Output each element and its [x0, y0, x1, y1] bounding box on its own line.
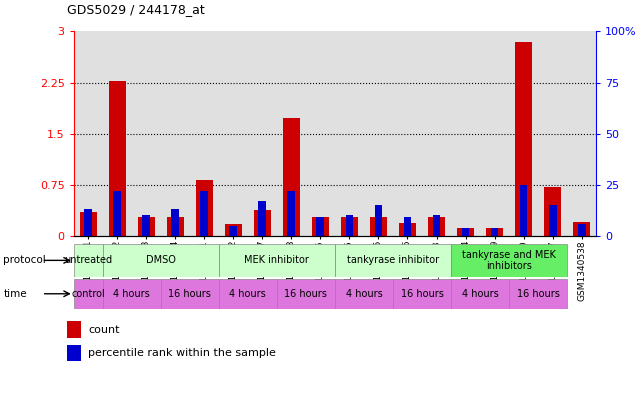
- Bar: [258, 201, 266, 236]
- Bar: [451, 244, 567, 277]
- Bar: [103, 244, 219, 277]
- Text: 4 hours: 4 hours: [113, 289, 150, 299]
- Bar: [428, 217, 445, 236]
- Text: 4 hours: 4 hours: [229, 289, 266, 299]
- Bar: [201, 191, 208, 236]
- Bar: [399, 223, 416, 236]
- Bar: [578, 224, 585, 236]
- Bar: [161, 279, 219, 309]
- Text: 16 hours: 16 hours: [285, 289, 328, 299]
- Bar: [74, 244, 103, 277]
- Bar: [374, 205, 383, 236]
- Bar: [433, 215, 440, 236]
- Bar: [462, 228, 469, 236]
- Text: control: control: [71, 289, 105, 299]
- Bar: [573, 222, 590, 236]
- Bar: [224, 224, 242, 236]
- Text: GDS5029 / 244178_at: GDS5029 / 244178_at: [67, 3, 205, 16]
- Bar: [108, 81, 126, 236]
- Text: protocol: protocol: [3, 255, 46, 265]
- Text: MEK inhibitor: MEK inhibitor: [244, 255, 310, 265]
- Bar: [486, 228, 503, 236]
- Text: tankyrase inhibitor: tankyrase inhibitor: [347, 255, 439, 265]
- Bar: [287, 191, 296, 236]
- Bar: [370, 217, 387, 236]
- Bar: [229, 226, 237, 236]
- Text: 16 hours: 16 hours: [401, 289, 444, 299]
- Text: untreated: untreated: [64, 255, 112, 265]
- Bar: [341, 217, 358, 236]
- Bar: [312, 217, 329, 236]
- Bar: [79, 212, 97, 236]
- Bar: [549, 205, 556, 236]
- Bar: [219, 244, 335, 277]
- Bar: [85, 209, 92, 236]
- Bar: [142, 215, 150, 236]
- Bar: [67, 345, 81, 361]
- Bar: [103, 279, 161, 309]
- Bar: [254, 210, 271, 236]
- Text: percentile rank within the sample: percentile rank within the sample: [88, 348, 276, 358]
- Bar: [451, 279, 509, 309]
- Text: 4 hours: 4 hours: [462, 289, 499, 299]
- Text: 16 hours: 16 hours: [169, 289, 212, 299]
- Bar: [113, 191, 121, 236]
- Text: time: time: [3, 289, 27, 299]
- Bar: [171, 209, 179, 236]
- Bar: [393, 279, 451, 309]
- Bar: [283, 118, 300, 236]
- Bar: [138, 217, 155, 236]
- Text: tankyrase and MEK
inhibitors: tankyrase and MEK inhibitors: [462, 250, 556, 271]
- Text: 4 hours: 4 hours: [345, 289, 382, 299]
- Bar: [74, 279, 103, 309]
- Bar: [167, 217, 184, 236]
- Bar: [490, 228, 499, 236]
- Text: DMSO: DMSO: [146, 255, 176, 265]
- Bar: [277, 279, 335, 309]
- Bar: [520, 185, 528, 236]
- Bar: [196, 180, 213, 236]
- Bar: [544, 187, 562, 236]
- Bar: [67, 321, 81, 338]
- Bar: [335, 244, 451, 277]
- Text: 16 hours: 16 hours: [517, 289, 560, 299]
- Text: count: count: [88, 325, 120, 334]
- Bar: [317, 217, 324, 236]
- Bar: [335, 279, 393, 309]
- Bar: [404, 217, 412, 236]
- Bar: [509, 279, 567, 309]
- Bar: [219, 279, 277, 309]
- Bar: [515, 42, 532, 236]
- Bar: [457, 228, 474, 236]
- Bar: [345, 215, 353, 236]
